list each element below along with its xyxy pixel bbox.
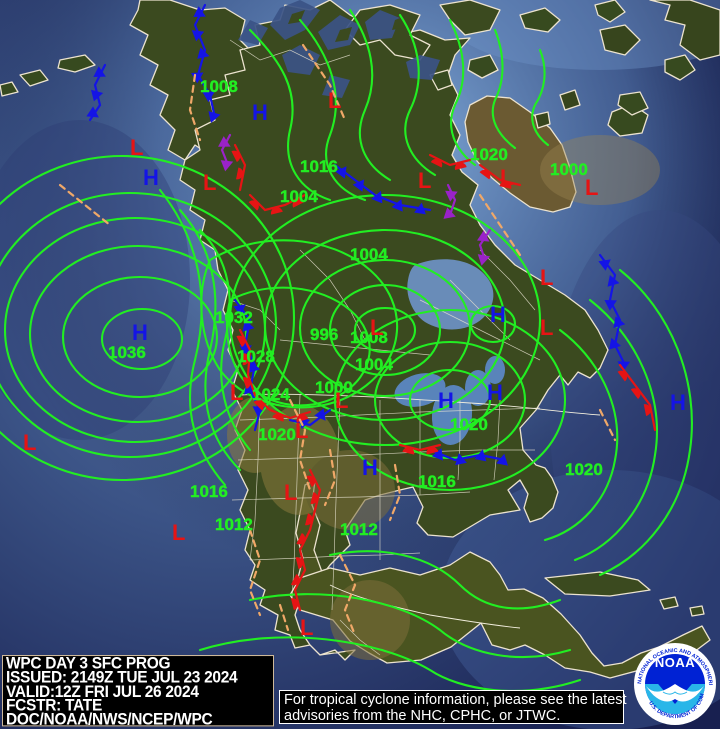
- svg-text:L: L: [300, 615, 313, 640]
- svg-text:1024: 1024: [252, 385, 290, 404]
- svg-text:L: L: [203, 170, 216, 195]
- svg-text:1028: 1028: [237, 347, 275, 366]
- svg-text:1016: 1016: [418, 472, 456, 491]
- svg-text:H: H: [252, 100, 268, 125]
- svg-text:L: L: [540, 315, 553, 340]
- svg-text:1016: 1016: [190, 482, 228, 501]
- svg-text:L: L: [418, 168, 431, 193]
- svg-text:1004: 1004: [280, 187, 318, 206]
- svg-text:L: L: [172, 520, 185, 545]
- svg-text:1012: 1012: [215, 515, 253, 534]
- svg-text:H: H: [143, 165, 159, 190]
- svg-text:996: 996: [310, 325, 338, 344]
- svg-text:1004: 1004: [355, 355, 393, 374]
- svg-text:1036: 1036: [108, 343, 146, 362]
- svg-text:L: L: [540, 265, 553, 290]
- svg-text:L: L: [328, 88, 341, 113]
- svg-text:H: H: [362, 455, 378, 480]
- svg-text:L: L: [585, 175, 598, 200]
- svg-text:1032: 1032: [215, 308, 253, 327]
- svg-text:H: H: [487, 380, 503, 405]
- svg-text:1008: 1008: [200, 77, 238, 96]
- svg-text:1020: 1020: [450, 415, 488, 434]
- svg-text:L: L: [130, 135, 143, 160]
- svg-text:1000: 1000: [550, 160, 588, 179]
- svg-text:L: L: [284, 480, 297, 505]
- svg-text:H: H: [132, 320, 148, 345]
- svg-text:1012: 1012: [340, 520, 378, 539]
- svg-text:L: L: [23, 430, 36, 455]
- svg-text:1004: 1004: [350, 245, 388, 264]
- svg-text:1020: 1020: [258, 425, 296, 444]
- svg-text:L: L: [230, 380, 243, 405]
- svg-text:1016: 1016: [300, 157, 338, 176]
- svg-text:1020: 1020: [565, 460, 603, 479]
- svg-text:1020: 1020: [470, 145, 508, 164]
- svg-text:H: H: [438, 388, 454, 413]
- svg-text:H: H: [490, 302, 506, 327]
- svg-text:L: L: [295, 418, 308, 443]
- svg-text:H: H: [670, 390, 686, 415]
- svg-text:L: L: [335, 388, 348, 413]
- svg-text:L: L: [500, 165, 513, 190]
- svg-text:L: L: [370, 315, 383, 340]
